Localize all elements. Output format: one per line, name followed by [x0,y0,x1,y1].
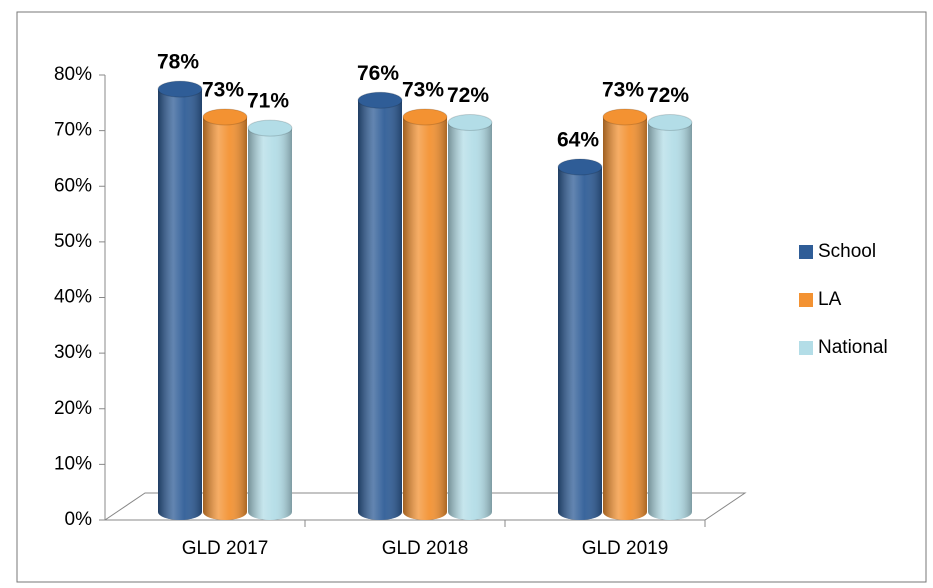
y-tick-label: 10% [54,453,92,474]
x-tick-label: GLD 2017 [182,538,269,559]
cylinder-top [557,158,603,176]
y-tick-label: 0% [65,509,93,530]
cylinder-top [247,119,293,137]
data-label: 64% [557,129,599,152]
cylinder-shade [603,116,647,520]
data-label: 71% [247,90,289,113]
cylinder-top [202,108,248,126]
x-tick-label: GLD 2019 [582,538,669,559]
legend-label: School [818,241,876,262]
y-tick-label: 60% [54,175,92,196]
data-label: 78% [157,51,199,74]
legend-swatch [799,293,813,307]
cylinder-top [447,114,493,131]
legend-label: LA [818,289,842,310]
cylinder-shade [248,128,292,520]
cylinder-shade [448,122,492,520]
cylinder-shade [158,89,202,520]
cylinder-shade [358,100,402,520]
cylinder-shade [403,116,447,520]
y-tick-label: 50% [54,231,92,252]
cylinder-shade [558,167,602,520]
legend-label: National [818,337,888,358]
legend-swatch [799,341,813,355]
data-label: 73% [402,78,444,101]
cylinder-shade [203,116,247,520]
cylinder-top [157,80,203,98]
x-tick-label: GLD 2018 [382,538,469,559]
cylinder-top [647,114,693,131]
y-tick-label: 80% [54,64,92,85]
y-tick-label: 20% [54,398,92,419]
y-tick-label: 40% [54,287,92,308]
data-label: 73% [602,78,644,101]
cylinder-top [602,108,648,126]
cylinder-top [402,108,448,126]
data-label: 72% [447,84,489,107]
cylinder-shade [648,122,692,520]
legend-swatch [799,245,813,259]
data-label: 73% [202,78,244,101]
cylinder-top [357,91,403,109]
data-label: 76% [357,62,399,85]
data-label: 72% [647,84,689,107]
y-tick-label: 30% [54,342,92,363]
y-tick-label: 70% [54,120,92,141]
